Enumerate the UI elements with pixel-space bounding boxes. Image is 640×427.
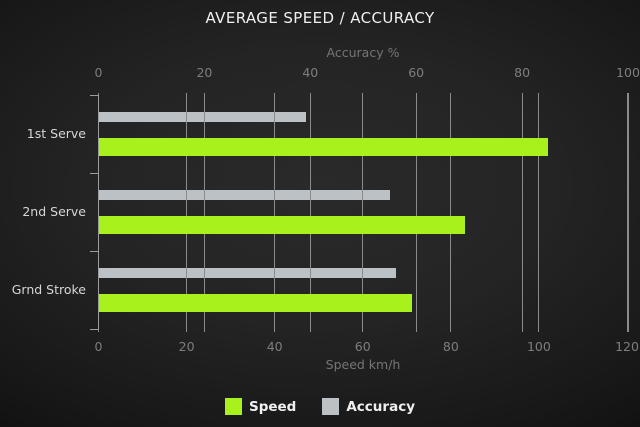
legend-label-speed: Speed: [248, 398, 297, 415]
bottom-axis-tick-label: 40: [266, 339, 283, 354]
legend-swatch-speed: [224, 398, 242, 415]
legend-item-speed: Speed: [224, 398, 297, 415]
bottom-axis-gridline: [538, 93, 540, 332]
top-axis-gridline: [309, 93, 311, 332]
top-axis-tick-label: 40: [302, 65, 319, 80]
bar-accuracy: [99, 190, 391, 200]
bottom-axis-gridline: [626, 93, 628, 332]
bar-accuracy: [99, 268, 396, 278]
bar-speed: [99, 216, 465, 234]
top-axis-gridline: [627, 93, 629, 332]
top-axis-tick-label: 60: [408, 65, 425, 80]
category-label: 2nd Serve: [22, 204, 86, 219]
bottom-axis-tick-label: 120: [615, 339, 639, 354]
top-axis-tick-label: 0: [94, 65, 103, 80]
top-axis-gridline: [521, 93, 523, 332]
category-label: Grnd Stroke: [11, 282, 86, 297]
legend: Speed Accuracy: [0, 398, 640, 415]
legend-item-accuracy: Accuracy: [322, 398, 415, 415]
bottom-axis-gridline: [450, 93, 452, 332]
bottom-axis-gridline: [186, 93, 188, 332]
legend-swatch-accuracy: [322, 398, 340, 415]
chart-title: AVERAGE SPEED / ACCURACY: [205, 9, 435, 27]
bar-accuracy: [99, 112, 306, 122]
bottom-axis-tick-label: 0: [94, 339, 103, 354]
bottom-axis-tick-label: 80: [442, 339, 459, 354]
top-axis-tick-label: 20: [196, 65, 213, 80]
bar-speed: [99, 294, 412, 312]
y-axis-line: [98, 95, 99, 330]
bottom-axis-gridline: [274, 93, 276, 332]
top-axis-tick-label: 80: [514, 65, 531, 80]
bottom-axis-gridline: [362, 93, 364, 332]
y-axis-tick: [90, 251, 99, 252]
bottom-axis-title: Speed km/h: [325, 357, 401, 372]
legend-label-accuracy: Accuracy: [346, 398, 415, 415]
bar-speed: [99, 138, 549, 156]
bottom-axis-tick-label: 60: [354, 339, 371, 354]
top-axis-gridline: [415, 93, 417, 332]
top-axis-gridline: [203, 93, 205, 332]
y-axis-tick: [90, 329, 99, 330]
bottom-axis-tick-label: 20: [178, 339, 195, 354]
category-label: 1st Serve: [26, 126, 86, 141]
top-axis-title: Accuracy %: [326, 45, 400, 60]
y-axis-tick: [90, 95, 99, 96]
bottom-axis-tick-label: 100: [526, 339, 551, 354]
top-axis-tick-label: 100: [616, 65, 640, 80]
y-axis-tick: [90, 173, 99, 174]
